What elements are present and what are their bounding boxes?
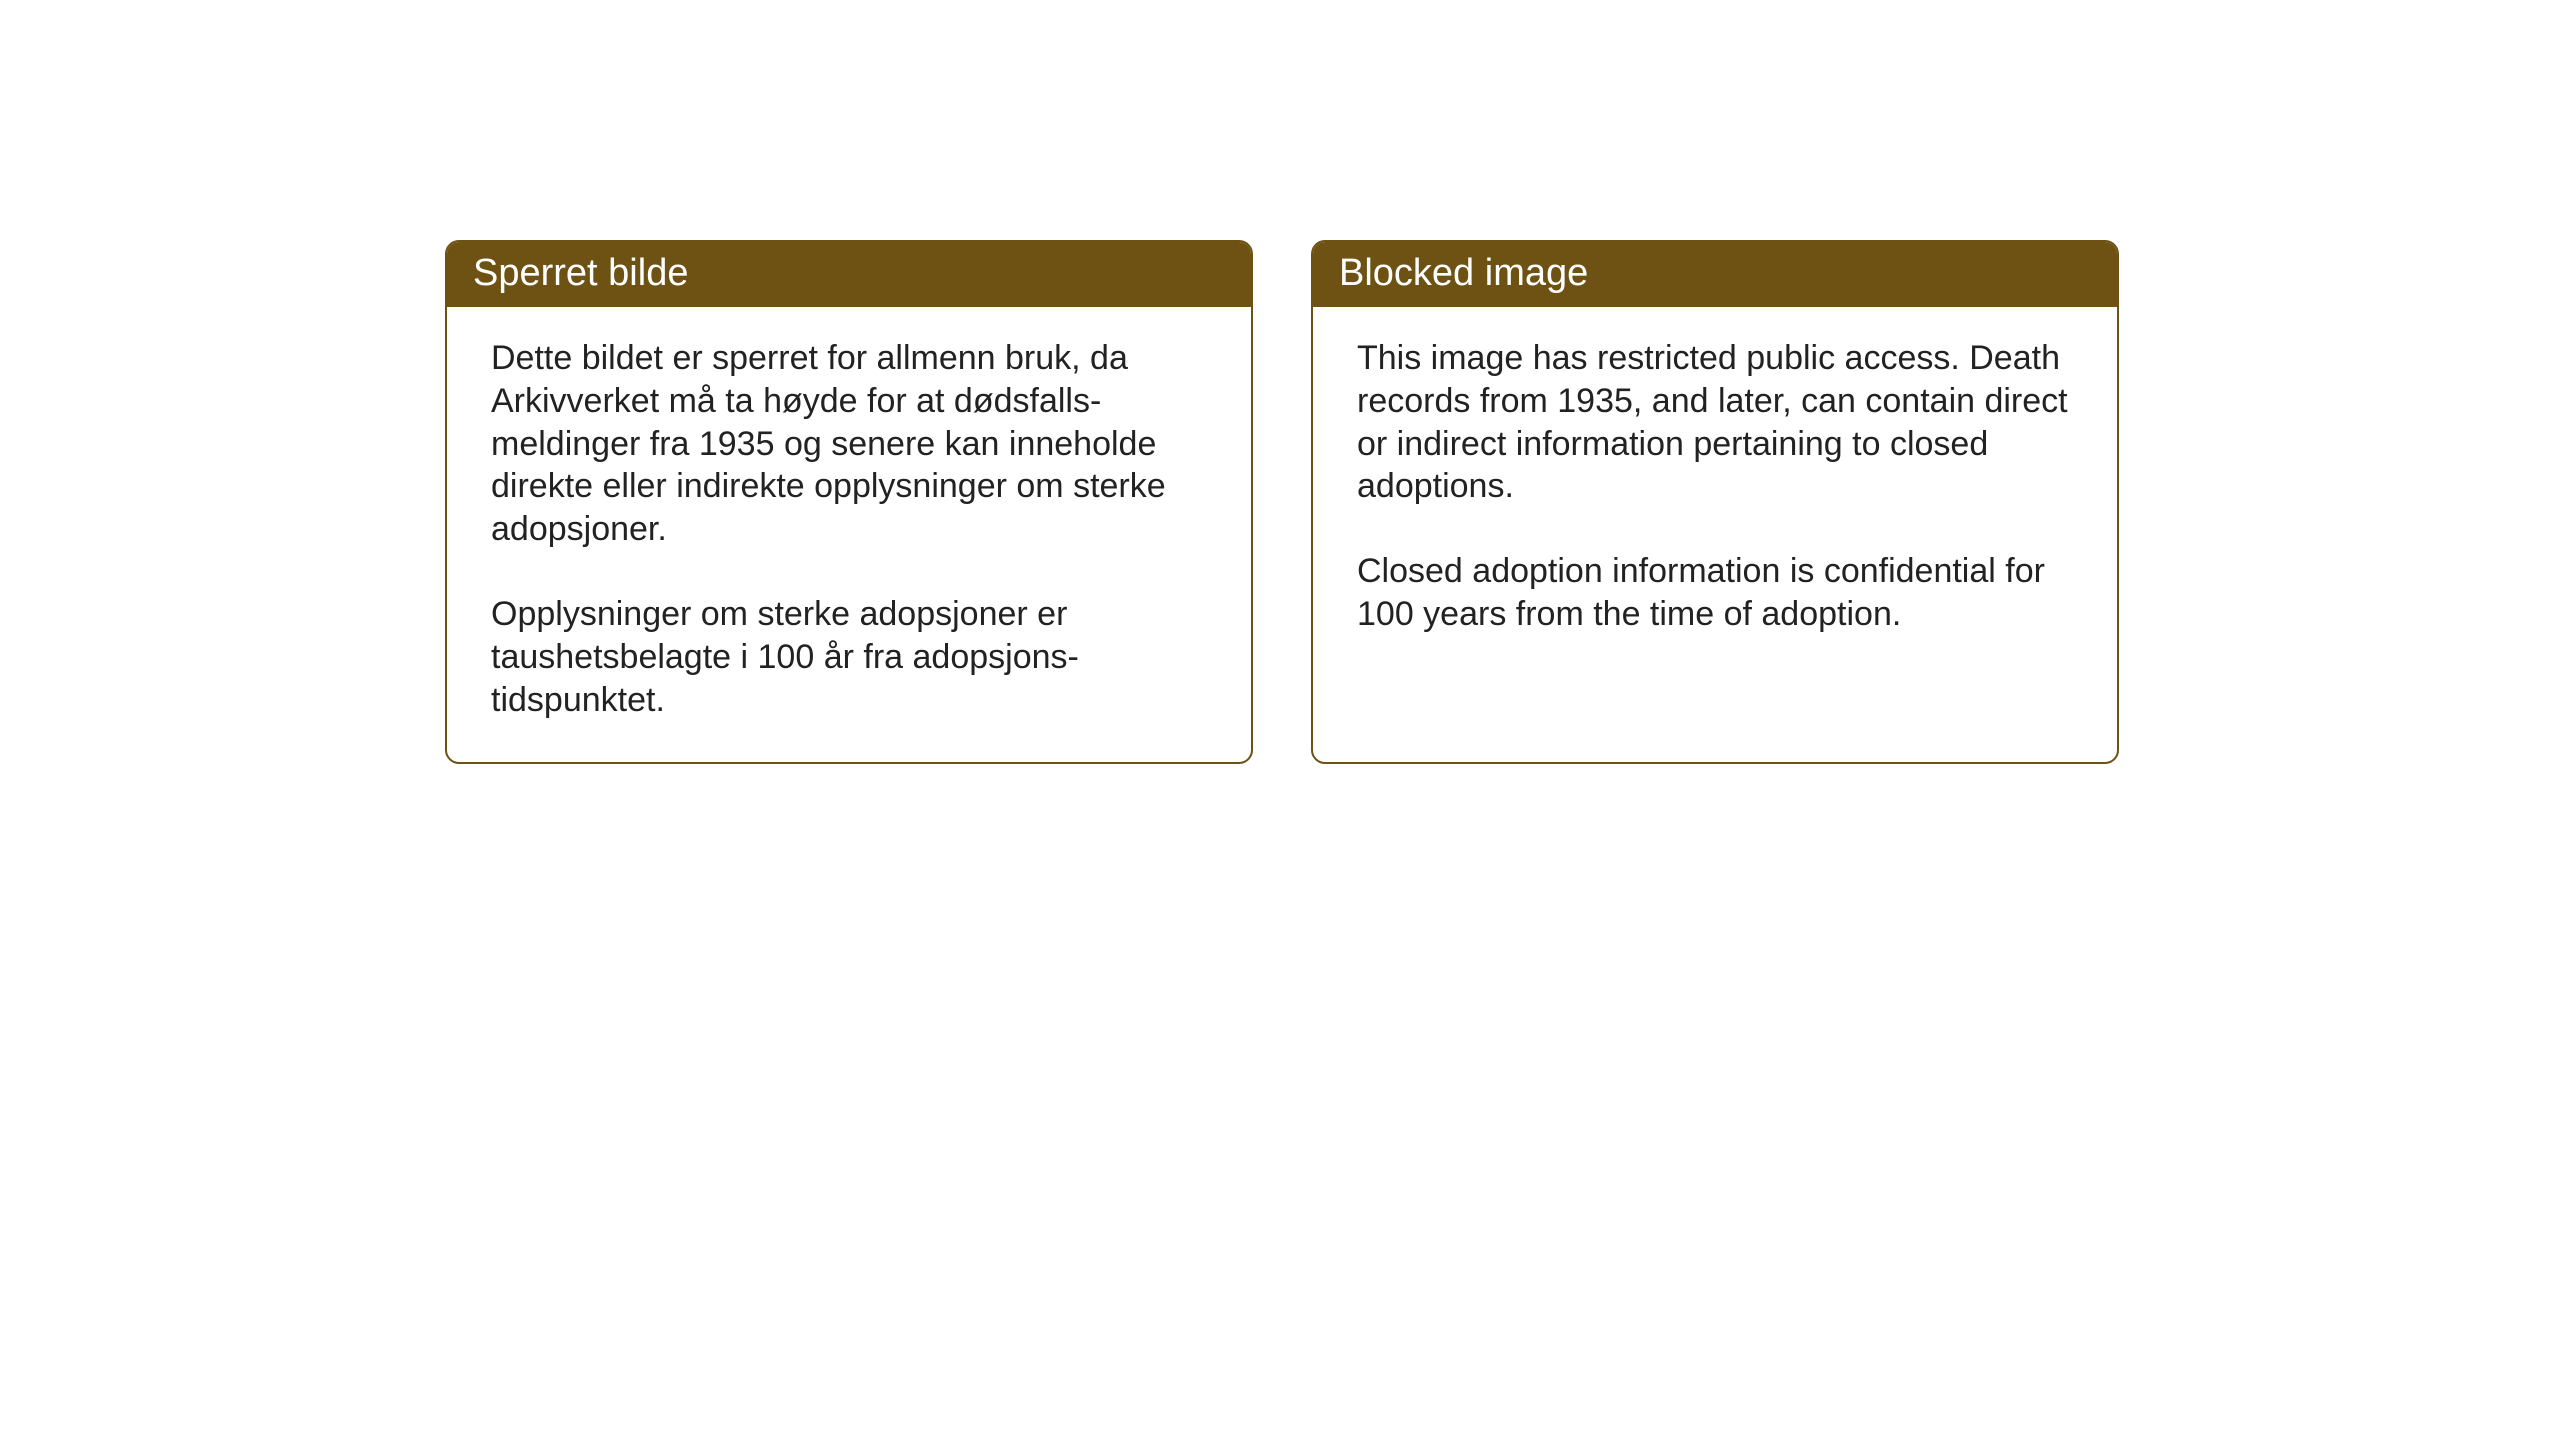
paragraph-english-2: Closed adoption information is confident…	[1357, 550, 2073, 636]
card-container: Sperret bilde Dette bildet er sperret fo…	[0, 0, 2560, 764]
paragraph-norwegian-1: Dette bildet er sperret for allmenn bruk…	[491, 337, 1207, 551]
paragraph-norwegian-2: Opplysninger om sterke adopsjoner er tau…	[491, 593, 1207, 721]
paragraph-english-1: This image has restricted public access.…	[1357, 337, 2073, 508]
card-header-english: Blocked image	[1313, 242, 2117, 307]
card-body-norwegian: Dette bildet er sperret for allmenn bruk…	[447, 307, 1251, 762]
card-english: Blocked image This image has restricted …	[1311, 240, 2119, 764]
card-body-english: This image has restricted public access.…	[1313, 307, 2117, 676]
card-norwegian: Sperret bilde Dette bildet er sperret fo…	[445, 240, 1253, 764]
card-header-norwegian: Sperret bilde	[447, 242, 1251, 307]
